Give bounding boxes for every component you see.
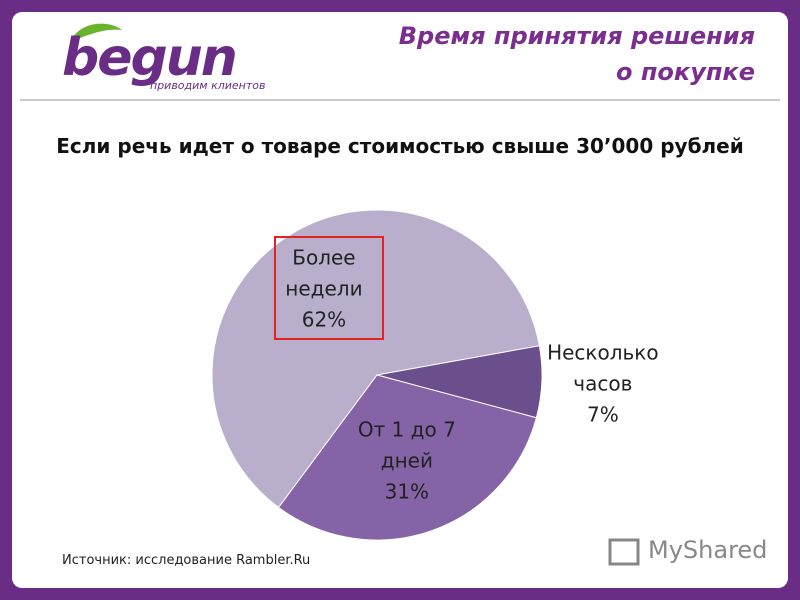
header-title: Время принятия решения о покупке: [398, 22, 755, 86]
slice-name: Несколько часов: [547, 340, 659, 396]
slice-value: 7%: [586, 402, 619, 427]
slice-name: От 1 до 7 дней: [357, 417, 456, 473]
slice-label: Несколько часов 7%: [535, 338, 670, 431]
chart-title: Если речь идет о товаре стоимостью свыше…: [56, 134, 744, 158]
slice-label: От 1 до 7 дней 31%: [354, 414, 459, 507]
watermark-icon: [608, 538, 640, 566]
slice-name: Более недели: [285, 245, 363, 301]
slice-value: 31%: [384, 479, 430, 504]
logo: begun: [62, 28, 238, 88]
watermark: MyShared: [648, 536, 768, 564]
slice-value: 62%: [301, 307, 347, 332]
logo-leaf: [70, 23, 122, 42]
source: Источник: исследование Rambler.Ru: [62, 553, 311, 568]
highlight-box: [274, 236, 384, 340]
pie-slice: [211, 209, 540, 509]
logo-tagline: приводим клиентов: [150, 79, 266, 92]
slice-label: Более недели 62%: [271, 243, 376, 336]
pie-slice: [277, 374, 537, 541]
